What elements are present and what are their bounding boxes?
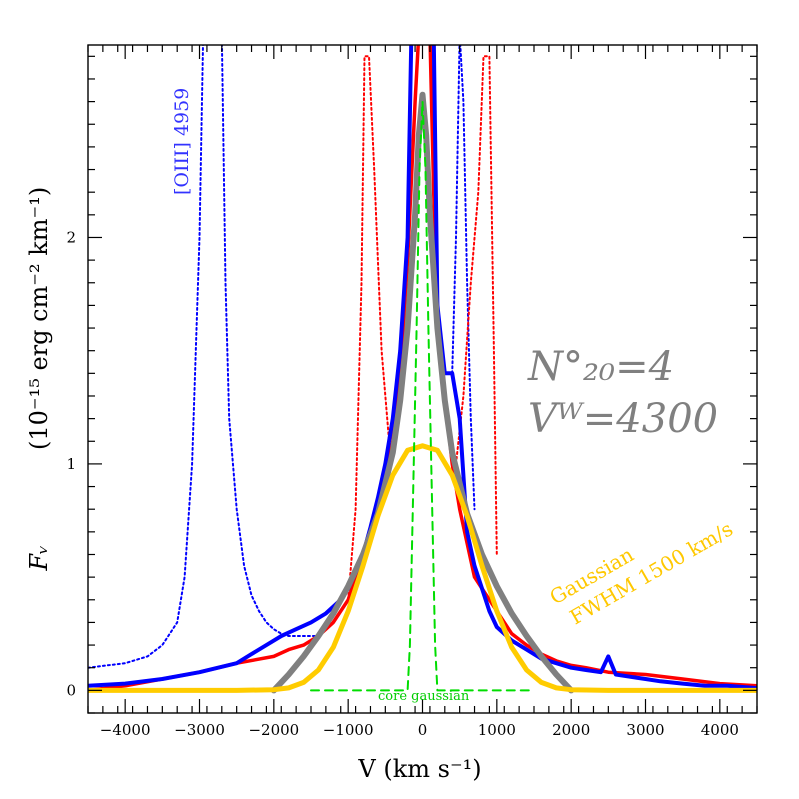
x-tick-label: −4000 <box>100 721 151 739</box>
series-line-gray-model-profile <box>270 91 575 694</box>
series-line-blue-dotted-right <box>451 45 476 511</box>
series-line-red-observed-profile <box>88 45 757 693</box>
y-axis-label: (10⁻¹⁵ erg cm⁻² km⁻¹) <box>25 187 53 450</box>
x-axis-label: V (km s⁻¹) <box>357 755 481 783</box>
oiii-label: [OIII] 4959 <box>171 88 193 195</box>
x-tick-label: −1000 <box>323 721 374 739</box>
series-line-red-dotted-right <box>455 55 498 556</box>
series-line-red-dotted-left <box>347 55 391 601</box>
y-tick-label: 0 <box>66 681 76 699</box>
series-line-blue-dotted-oiii-4959 <box>88 45 320 669</box>
x-tick-label: 4000 <box>701 721 739 739</box>
param-vw: Vᵂ=4300 <box>528 396 718 442</box>
x-tick-label: 3000 <box>626 721 664 739</box>
core-gaussian-label: core gaussian <box>378 689 470 704</box>
x-tick-label: −2000 <box>248 721 299 739</box>
plot-frame <box>87 44 758 714</box>
param-n20: N°₂₀=4 <box>527 344 674 390</box>
x-tick-label: 2000 <box>552 721 590 739</box>
x-tick-label: −3000 <box>174 721 225 739</box>
series-line-blue-observed-profile <box>88 45 757 691</box>
y-tick-label: 2 <box>66 228 76 246</box>
x-tick-label: 1000 <box>478 721 516 739</box>
series-layer <box>88 45 757 694</box>
y-axis-symbol: Fᵥ <box>25 545 53 572</box>
ticks-layer: −4000 −3000 −2000 −1000 0 1000 2000 3000 4000 0 1 2 <box>66 45 758 739</box>
series-line-gaussian-fwhm-1500-km-s <box>88 443 757 693</box>
series-line-core-gaussian <box>310 100 535 692</box>
x-tick-label: 0 <box>418 721 428 739</box>
y-tick-label: 1 <box>66 455 76 473</box>
